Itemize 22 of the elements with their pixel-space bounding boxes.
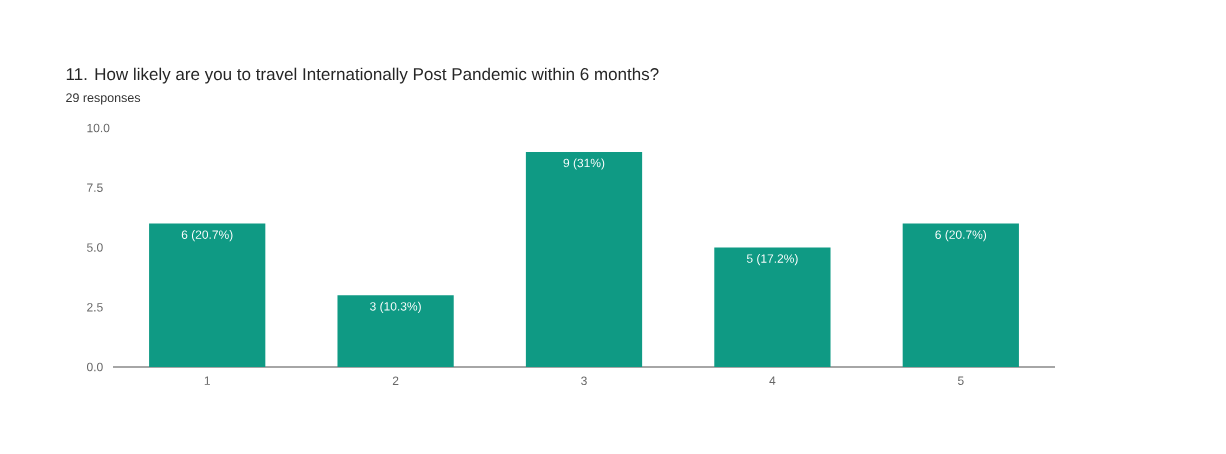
- data-label: 6 (20.7%): [181, 230, 233, 242]
- bar: [902, 223, 1019, 367]
- data-label: 6 (20.7%): [935, 230, 987, 242]
- data-label: 9 (31%): [563, 158, 605, 170]
- chart-subtitle: 29 responses: [66, 93, 141, 105]
- y-tick-label: 5.0: [87, 243, 103, 252]
- data-label: 3 (10.3%): [370, 301, 421, 313]
- bar: [525, 151, 643, 367]
- y-tick-label: 7.5: [87, 183, 103, 192]
- x-tick-label: 5: [957, 376, 964, 385]
- x-tick-label: 4: [769, 376, 776, 385]
- bar: [337, 295, 454, 367]
- x-tick-label: 1: [204, 376, 210, 385]
- x-tick-label: 2: [392, 376, 399, 385]
- y-tick-label: 2.5: [87, 303, 103, 312]
- x-tick-label: 3: [581, 376, 587, 386]
- data-label: 5 (17.2%): [746, 254, 798, 266]
- y-tick-label: 0.0: [86, 362, 103, 372]
- bar: [149, 223, 266, 367]
- bar: [714, 247, 831, 367]
- y-tick-label: 10.0: [87, 123, 110, 133]
- chart-title: 11. How likely are you to travel Internationally Post Pandemic within 6 months?: [66, 67, 659, 84]
